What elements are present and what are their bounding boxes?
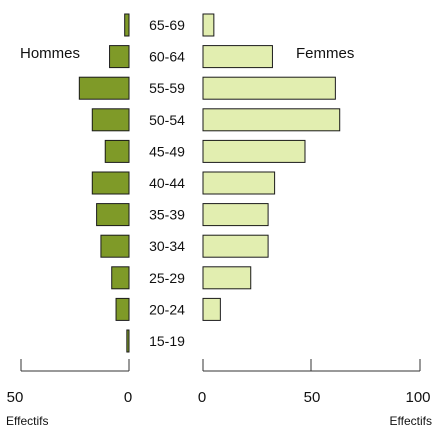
age-group-labels: 65-69 60-64 55-59 50-54 45-49 40-44 35-39 30-34…: [149, 17, 185, 349]
bar-hommes-60-64: [109, 45, 130, 69]
bar-femmes-35-39: [202, 203, 269, 227]
bar-femmes-20-24: [202, 297, 221, 321]
age-label-35-39: 35-39: [149, 207, 185, 223]
bar-femmes-45-49: [202, 139, 306, 163]
age-label-60-64: 60-64: [149, 49, 185, 65]
left-tick-label-0: 0: [124, 389, 132, 406]
age-label-65-69: 65-69: [149, 17, 185, 33]
left-axis-label: Effectifs: [6, 414, 48, 428]
age-label-15-19: 15-19: [149, 333, 185, 349]
right-tick-label-0: 0: [198, 389, 206, 406]
series-label-hommes: Hommes: [20, 45, 80, 62]
age-label-40-44: 40-44: [149, 175, 185, 191]
age-label-30-34: 30-34: [149, 238, 185, 254]
age-label-55-59: 55-59: [149, 80, 185, 96]
left-axis: 50 0 Effectifs: [6, 359, 132, 428]
hommes-bars: [78, 13, 130, 353]
age-label-50-54: 50-54: [149, 112, 185, 128]
bar-femmes-55-59: [202, 76, 336, 100]
age-label-25-29: 25-29: [149, 270, 185, 286]
bar-hommes-55-59: [78, 76, 130, 100]
bar-femmes-60-64: [202, 45, 273, 69]
left-tick-label-50: 50: [7, 389, 24, 406]
bar-hommes-25-29: [111, 266, 130, 290]
bar-hommes-50-54: [91, 108, 130, 132]
bar-femmes-50-54: [202, 108, 341, 132]
bar-femmes-25-29: [202, 266, 252, 290]
bar-hommes-40-44: [91, 171, 130, 195]
bar-hommes-45-49: [104, 139, 130, 163]
femmes-bars: [202, 13, 341, 321]
series-label-femmes: Femmes: [296, 45, 354, 62]
bar-hommes-65-69: [124, 13, 130, 37]
bar-femmes-65-69: [202, 13, 215, 37]
right-axis: 0 50 100 Effectifs: [198, 359, 432, 428]
bar-femmes-30-34: [202, 234, 269, 258]
bar-hommes-15-19: [126, 329, 130, 353]
right-axis-label: Effectifs: [390, 414, 432, 428]
age-label-20-24: 20-24: [149, 301, 185, 317]
age-label-45-49: 45-49: [149, 143, 185, 159]
bar-hommes-30-34: [100, 234, 130, 258]
right-tick-label-100: 100: [405, 389, 430, 406]
bar-hommes-20-24: [115, 297, 130, 321]
right-tick-label-50: 50: [304, 389, 321, 406]
bar-hommes-35-39: [96, 203, 130, 227]
bar-femmes-40-44: [202, 171, 276, 195]
